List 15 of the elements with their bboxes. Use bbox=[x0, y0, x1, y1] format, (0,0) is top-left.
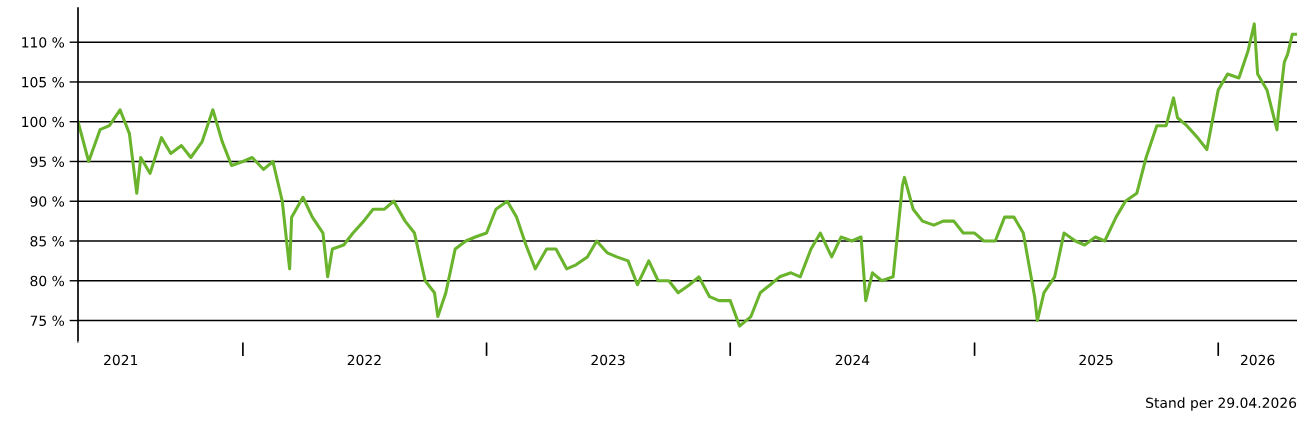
y-tick-label: 110 % bbox=[22, 37, 65, 48]
y-tick-label: 95 % bbox=[30, 156, 65, 167]
y-tick-label: 80 % bbox=[30, 275, 65, 287]
text: Stand per 29.04.2026 bbox=[1146, 397, 1297, 411]
y-tick-label: 105 % bbox=[22, 76, 65, 88]
x-tick-label: 2024 bbox=[835, 354, 870, 366]
x-tick-label: 2026 bbox=[1240, 354, 1275, 366]
y-tick-label: 85 % bbox=[30, 235, 65, 247]
x-tick-label: 2022 bbox=[347, 354, 381, 366]
y-tick-label: 90 % bbox=[30, 196, 65, 207]
x-tick-label: 2025 bbox=[1079, 354, 1113, 366]
y-tick-label: 75 % bbox=[30, 315, 65, 326]
x-tick-label: 2023 bbox=[591, 354, 625, 366]
y-tick-label: 100 % bbox=[22, 116, 65, 128]
x-tick-label: 2021 bbox=[104, 354, 138, 366]
